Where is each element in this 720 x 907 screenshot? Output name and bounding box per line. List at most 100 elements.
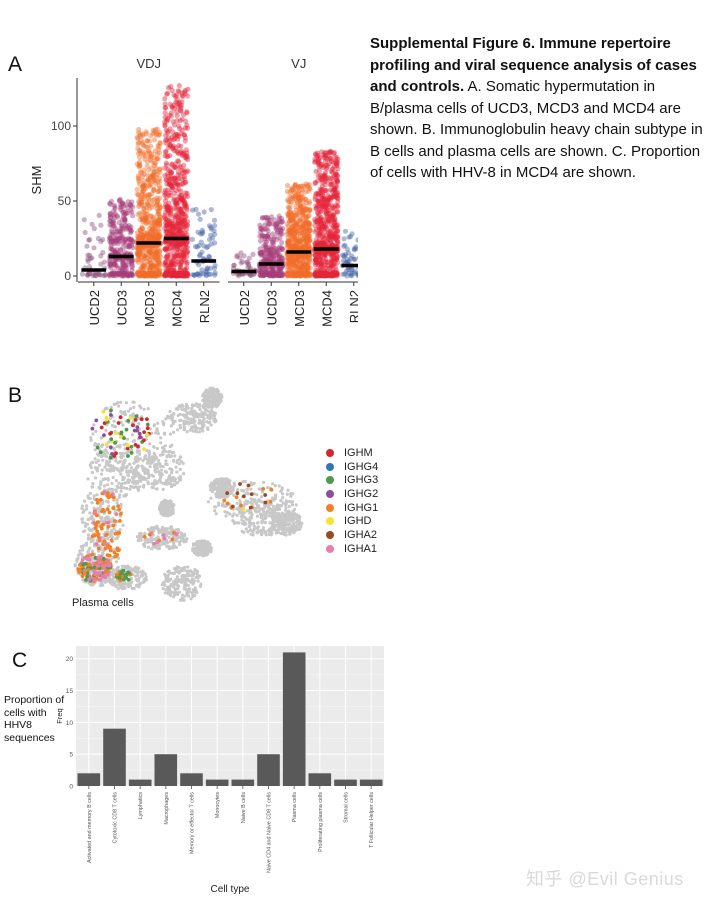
shm-point <box>140 235 146 241</box>
shm-point <box>284 244 290 250</box>
shm-point <box>321 273 327 279</box>
shm-point <box>191 272 197 278</box>
shm-point <box>146 246 153 252</box>
shm-point <box>150 271 156 277</box>
shm-point <box>318 220 324 227</box>
shm-point <box>153 271 159 277</box>
shm-point <box>155 258 161 264</box>
shm-point <box>324 164 330 170</box>
shm-point <box>331 220 337 226</box>
shm-point <box>328 258 335 264</box>
shm-point <box>146 273 152 279</box>
shm-point <box>190 207 196 213</box>
shm-point <box>149 226 155 232</box>
shm-point <box>171 252 177 258</box>
shm-point <box>179 272 185 278</box>
shm-point <box>150 173 156 179</box>
shm-point <box>317 186 323 192</box>
shm-point <box>322 272 328 278</box>
shm-point <box>297 259 303 265</box>
shm-point <box>293 220 299 226</box>
shm-point <box>137 227 143 233</box>
shm-point <box>163 216 169 222</box>
shm-point <box>352 256 358 262</box>
x-tick-label: UCD2 <box>87 290 102 325</box>
shm-point <box>129 242 135 248</box>
shm-point <box>257 250 263 256</box>
shm-point <box>299 265 305 271</box>
shm-point <box>107 218 113 224</box>
shm-point <box>139 236 145 242</box>
umap-point <box>83 499 87 503</box>
shm-point <box>267 273 273 279</box>
shm-point <box>177 252 183 258</box>
shm-point <box>148 133 154 139</box>
shm-point <box>291 228 297 234</box>
shm-point <box>320 255 327 261</box>
shm-point <box>326 211 332 217</box>
shm-point <box>357 255 358 260</box>
shm-point <box>147 177 153 183</box>
shm-point <box>302 270 308 276</box>
shm-point <box>153 273 159 279</box>
shm-point <box>145 230 151 236</box>
shm-point <box>164 253 170 259</box>
shm-point <box>180 210 186 216</box>
shm-point <box>313 272 319 278</box>
shm-point <box>139 248 145 254</box>
shm-point <box>316 225 322 231</box>
shm-point <box>184 270 190 276</box>
shm-point <box>303 189 309 195</box>
shm-point <box>180 272 186 278</box>
shm-point <box>167 251 173 257</box>
shm-point <box>120 263 126 270</box>
shm-point <box>290 217 296 223</box>
shm-point <box>325 229 332 236</box>
shm-point <box>206 271 212 277</box>
shm-point <box>300 187 306 193</box>
shm-point <box>175 221 181 227</box>
shm-point <box>182 223 188 229</box>
shm-point <box>347 234 353 240</box>
shm-point <box>303 234 309 240</box>
shm-point <box>294 258 300 264</box>
shm-point <box>151 169 157 175</box>
shm-point <box>170 184 176 190</box>
shm-point <box>291 271 297 277</box>
shm-point <box>296 271 302 277</box>
shm-point <box>272 271 278 277</box>
umap-point <box>168 474 172 478</box>
shm-point <box>171 196 178 202</box>
shm-point <box>163 259 169 265</box>
shm-point <box>276 254 282 260</box>
shm-point <box>292 193 298 199</box>
shm-point <box>175 217 181 224</box>
shm-point <box>290 258 296 264</box>
shm-point <box>125 272 131 278</box>
shm-point <box>184 270 191 277</box>
shm-point <box>150 237 156 243</box>
shm-point <box>110 270 116 276</box>
shm-point <box>184 265 190 271</box>
shm-point <box>262 235 268 242</box>
shm-point <box>117 238 123 244</box>
shm-point <box>267 250 274 256</box>
shm-point <box>137 273 143 279</box>
umap-point <box>178 419 182 423</box>
shm-point <box>313 237 319 243</box>
shm-point <box>166 138 172 144</box>
shm-point <box>89 221 95 227</box>
shm-point <box>322 235 328 241</box>
shm-point <box>109 247 115 253</box>
shm-point <box>270 272 276 278</box>
shm-point <box>179 116 185 122</box>
shm-point <box>285 271 291 277</box>
shm-point <box>349 273 355 279</box>
shm-point <box>286 242 292 248</box>
shm-point <box>142 272 148 278</box>
umap-point <box>175 481 179 485</box>
shm-point <box>298 271 304 278</box>
shm-point <box>324 175 330 181</box>
shm-point <box>306 221 312 227</box>
shm-point <box>124 224 130 230</box>
